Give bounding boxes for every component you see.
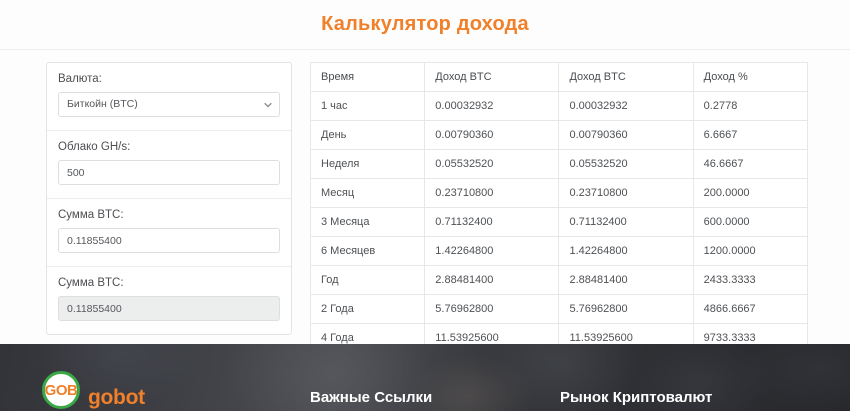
cell-income-pct: 4866.6667 [692, 294, 809, 324]
page-header: Калькулятор дохода [0, 0, 850, 50]
logo-icon: GOB [42, 371, 80, 409]
cell-period: День [309, 120, 426, 150]
table-row: 3 Месяца 0.71132400 0.71132400 600.0000 [309, 207, 809, 237]
cell-income-btc-2: 0.00032932 [558, 91, 694, 121]
cell-income-btc-1: 0.05532520 [424, 149, 560, 179]
cell-income-btc-2: 0.23710800 [558, 178, 694, 208]
income-table-header-row: Время Доход BTC Доход BTC Доход % [309, 62, 809, 92]
cell-income-pct: 0.2778 [692, 91, 809, 121]
footer-dark-overlay [0, 344, 850, 411]
cell-income-btc-1: 2.88481400 [424, 265, 560, 295]
site-footer: GOB gobot Важные Ссылки Рынок Криптовалю… [0, 344, 850, 411]
table-row: 2 Года 5.76962800 5.76962800 4866.6667 [309, 294, 809, 324]
column-header-income-btc-1: Доход BTC [424, 62, 560, 92]
table-row: Неделя 0.05532520 0.05532520 46.6667 [309, 149, 809, 179]
page-title: Калькулятор дохода [321, 13, 529, 35]
form-group-amount-readonly: Сумма BTC: [47, 267, 291, 334]
cell-income-btc-1: 1.42264800 [424, 236, 560, 266]
form-group-currency: Валюта: Биткойн (BTC) [47, 63, 291, 131]
calculator-form-card: Валюта: Биткойн (BTC) Облако GH/s: [46, 62, 292, 335]
cell-period: Месяц [309, 178, 426, 208]
footer-heading-important-links: Важные Ссылки [310, 389, 433, 406]
table-row: Месяц 0.23710800 0.23710800 200.0000 [309, 178, 809, 208]
form-group-hashrate: Облако GH/s: [47, 131, 291, 199]
hashrate-input[interactable] [58, 160, 280, 185]
income-table-body: 1 час 0.00032932 0.00032932 0.2778 День … [309, 91, 809, 353]
cell-income-btc-2: 5.76962800 [558, 294, 694, 324]
cell-income-btc-1: 0.00032932 [424, 91, 560, 121]
cell-period: 2 Года [309, 294, 426, 324]
cell-income-pct: 2433.3333 [692, 265, 809, 295]
main-content: Валюта: Биткойн (BTC) Облако GH/s: [0, 50, 850, 353]
column-header-income-btc-2: Доход BTC [558, 62, 694, 92]
column-header-income-pct: Доход % [692, 62, 809, 92]
amount-readonly-field [58, 296, 280, 321]
form-group-amount-input: Сумма BTC: [47, 199, 291, 267]
cell-income-pct: 200.0000 [692, 178, 809, 208]
cell-income-btc-2: 2.88481400 [558, 265, 694, 295]
hashrate-label: Облако GH/s: [58, 141, 131, 153]
cell-income-btc-1: 0.00790360 [424, 120, 560, 150]
currency-select[interactable]: Биткойн (BTC) [58, 92, 280, 117]
amount-readonly-label: Сумма BTC: [58, 277, 124, 289]
cell-period: Год [309, 265, 426, 295]
cell-income-btc-2: 0.05532520 [558, 149, 694, 179]
table-row: 1 час 0.00032932 0.00032932 0.2778 [309, 91, 809, 121]
income-table-wrapper: Время Доход BTC Доход BTC Доход % 1 час … [309, 62, 809, 353]
amount-input-label: Сумма BTC: [58, 209, 124, 221]
cell-income-pct: 6.6667 [692, 120, 809, 150]
cell-period: 3 Месяца [309, 207, 426, 237]
table-row: День 0.00790360 0.00790360 6.6667 [309, 120, 809, 150]
cell-income-pct: 1200.0000 [692, 236, 809, 266]
currency-select-wrapper[interactable]: Биткойн (BTC) [58, 92, 280, 117]
amount-input[interactable] [58, 228, 280, 253]
income-table: Время Доход BTC Доход BTC Доход % 1 час … [309, 62, 809, 353]
cell-income-pct: 600.0000 [692, 207, 809, 237]
content-row: Валюта: Биткойн (BTC) Облако GH/s: [0, 62, 850, 353]
currency-label: Валюта: [58, 73, 102, 85]
cell-income-btc-2: 0.00790360 [558, 120, 694, 150]
cell-period: 6 Месяцев [309, 236, 426, 266]
column-header-time: Время [309, 62, 426, 92]
table-row: 6 Месяцев 1.42264800 1.42264800 1200.000… [309, 236, 809, 266]
footer-content: GOB gobot Важные Ссылки Рынок Криптовалю… [0, 344, 850, 411]
table-row: Год 2.88481400 2.88481400 2433.3333 [309, 265, 809, 295]
logo-wordmark: gobot [88, 386, 145, 409]
cell-income-btc-1: 5.76962800 [424, 294, 560, 324]
footer-heading-crypto-market: Рынок Криптовалют [560, 389, 713, 406]
logo-mark-text: GOB [44, 381, 78, 399]
cell-period: Неделя [309, 149, 426, 179]
cell-period: 1 час [309, 91, 426, 121]
cell-income-btc-2: 1.42264800 [558, 236, 694, 266]
income-table-head: Время Доход BTC Доход BTC Доход % [309, 62, 809, 92]
cell-income-btc-1: 0.71132400 [424, 207, 560, 237]
footer-brand[interactable]: GOB gobot [42, 371, 310, 409]
cell-income-btc-1: 0.23710800 [424, 178, 560, 208]
cell-income-pct: 46.6667 [692, 149, 809, 179]
cell-income-btc-2: 0.71132400 [558, 207, 694, 237]
